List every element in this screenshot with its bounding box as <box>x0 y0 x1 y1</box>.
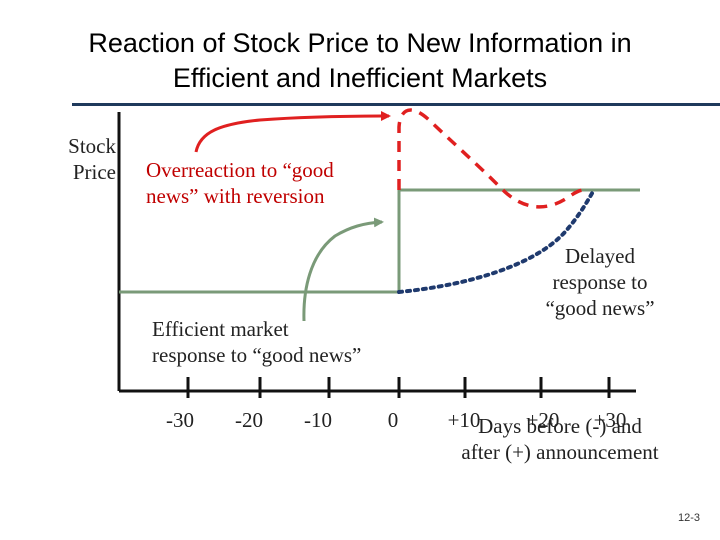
delayed-response-curve <box>397 188 596 294</box>
delayed-label-line-2: response to <box>552 270 648 294</box>
delayed-label-line-3: “good news” <box>545 296 655 320</box>
slide-number: 12-3 <box>677 512 700 524</box>
tick-label: +30 <box>593 408 627 432</box>
y-axis-label-line-2: Price <box>72 160 116 184</box>
efficient-response-line <box>119 188 640 294</box>
x-axis-label: Days before (-) and after (+) announceme… <box>440 413 680 465</box>
y-axis-label-line-1: Stock <box>68 134 116 158</box>
tick-label: -10 <box>304 408 332 432</box>
y-axis-label: Stock Price <box>40 133 116 185</box>
delayed-label-line-1: Delayed <box>565 244 635 268</box>
tick-label: +20 <box>526 408 560 432</box>
title-line-2: Efficient and Inefficient Markets <box>172 63 548 93</box>
overreaction-arrow <box>194 111 391 153</box>
tick-label: -30 <box>166 408 194 432</box>
slide-title: Reaction of Stock Price to New Informati… <box>0 26 720 96</box>
efficient-label: Efficient market response to “good news” <box>152 316 361 368</box>
tick-label: +10 <box>447 408 481 432</box>
tick-label: -20 <box>235 408 263 432</box>
overreaction-label: Overreaction to “good news” with reversi… <box>146 157 334 209</box>
overreaction-label-line-2: news” with reversion <box>146 184 325 208</box>
x-axis-label-line-2: after (+) announcement <box>461 440 659 464</box>
efficient-arrow <box>302 217 384 322</box>
delayed-label: Delayed response to “good news” <box>512 243 688 321</box>
efficient-label-line-2: response to “good news” <box>152 343 362 367</box>
title-divider <box>72 103 720 106</box>
efficient-label-line-1: Efficient market <box>152 317 289 341</box>
tick-label: 0 <box>387 408 399 432</box>
title-line-1: Reaction of Stock Price to New Informati… <box>88 28 632 58</box>
x-axis-ticks <box>186 377 611 398</box>
x-axis-label-line-1: Days before (-) and <box>478 414 642 438</box>
overreaction-curve <box>397 108 585 209</box>
overreaction-label-line-1: Overreaction to “good <box>146 158 334 182</box>
